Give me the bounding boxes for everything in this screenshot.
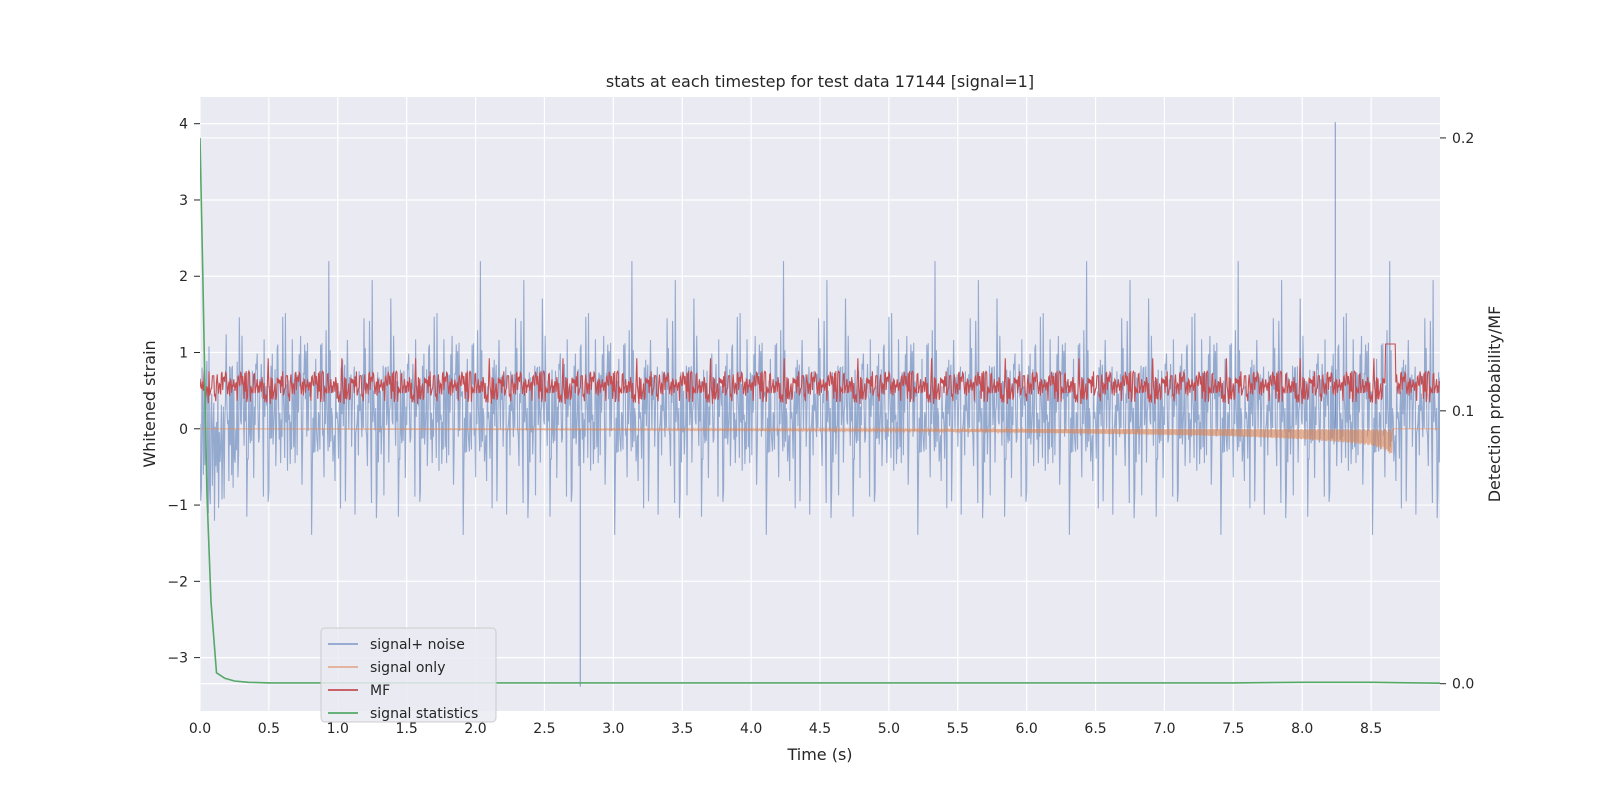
x-tick-label: 3.0 [602,721,624,737]
x-tick-label: 1.0 [327,721,349,737]
y-right-axis-ticks: 0.0 0.1 0.2 [1440,131,1474,693]
x-tick-label: 4.5 [809,721,831,737]
y-tick-label: −1 [167,498,188,514]
y-axis-label: Whitened strain [140,340,159,467]
x-tick-label: 5.5 [947,721,969,737]
x-axis-label: Time (s) [786,745,852,764]
series-mf-line [200,343,1440,405]
series-signal-only-line [200,426,1440,454]
legend: signal+ noise signal only MF signal statist… [320,627,497,723]
series-signal-statistics-line [200,137,1440,684]
legend-box [320,627,497,723]
y-tick-label: −2 [167,574,188,590]
y-tick-label: 2 [179,269,188,285]
x-tick-label: 7.0 [1153,721,1175,737]
y-right-tick-label: 0.2 [1452,131,1474,147]
x-tick-label: 6.5 [1084,721,1106,737]
x-axis-ticks: 0.0 0.5 1.0 1.5 2.0 2.5 3.0 3.5 4.0 4.5 5.0 5.5 6.0 6… [189,721,1382,737]
y-tick-label: 3 [179,193,188,209]
x-tick-label: 5.0 [878,721,900,737]
series-layer [200,122,1440,687]
x-tick-label: 1.5 [396,721,418,737]
y-right-axis-label: Detection probability/MF [1485,306,1504,503]
x-tick-label: 0.5 [258,721,280,737]
legend-label: signal statistics [370,706,478,722]
legend-label: signal+ noise [370,637,465,653]
x-tick-label: 6.0 [1016,721,1038,737]
y-tick-label: −3 [167,651,188,667]
x-tick-label: 4.0 [740,721,762,737]
y-tick-label: 1 [179,346,188,362]
chart-title: stats at each timestep for test data 171… [606,72,1034,91]
y-right-tick-label: 0.0 [1452,677,1474,693]
y-axis-ticks: −3 −2 −1 0 1 2 3 4 [167,117,200,667]
x-tick-label: 3.5 [671,721,693,737]
x-tick-label: 8.5 [1360,721,1382,737]
legend-label: signal only [370,660,445,676]
x-tick-label: 2.5 [533,721,555,737]
y-tick-label: 4 [179,117,188,133]
x-tick-label: 0.0 [189,721,211,737]
series-signal-noise-line [200,261,1440,535]
legend-label: MF [370,683,390,699]
x-tick-label: 2.0 [464,721,486,737]
x-tick-label: 7.5 [1222,721,1244,737]
x-tick-label: 8.0 [1291,721,1313,737]
y-right-tick-label: 0.1 [1452,404,1474,420]
y-tick-label: 0 [179,422,188,438]
